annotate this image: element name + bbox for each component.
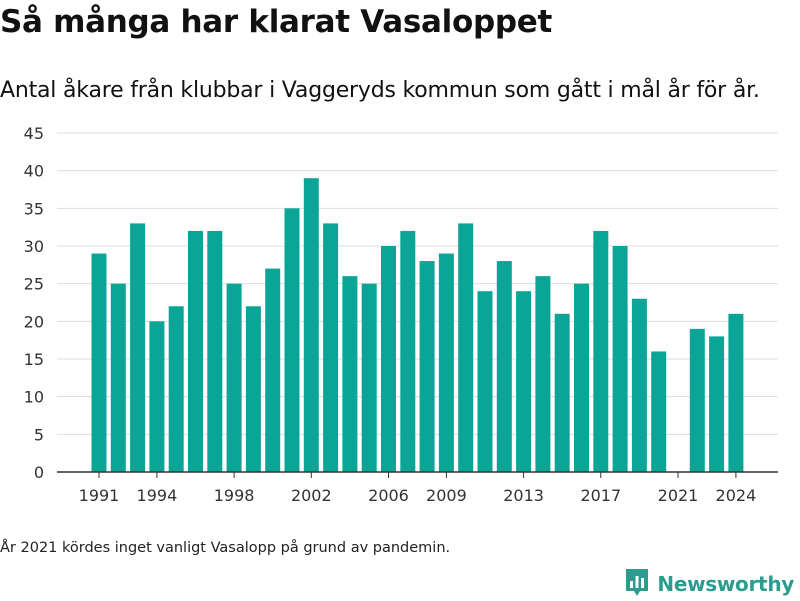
bar-2015 — [554, 313, 570, 472]
bar-2020 — [651, 351, 667, 472]
bar-2010 — [458, 223, 474, 472]
x-tick-label: 2021 — [658, 486, 699, 505]
chart-title: Så många har klarat Vasaloppet — [0, 4, 553, 40]
brand-name: Newsworthy — [657, 572, 794, 596]
bar-2022 — [689, 328, 705, 472]
x-tick-label: 1991 — [79, 486, 120, 505]
gridlines — [57, 132, 778, 435]
bar-1998 — [226, 283, 242, 472]
bar-2013 — [516, 291, 532, 472]
x-axis-ticks: 1991 1994 1998 2002 2006 2009 2013 2017 2021 2024 — [79, 472, 757, 505]
bar-2017 — [593, 230, 609, 472]
bar-1995 — [168, 306, 184, 472]
bar-1999 — [245, 306, 261, 472]
bar-2006 — [381, 246, 396, 472]
bar-2004 — [342, 276, 358, 472]
bar-2014 — [535, 276, 551, 472]
y-axis-ticks: 0 5 10 15 20 25 30 35 40 45 — [24, 124, 44, 482]
bar-chart-icon — [624, 567, 650, 601]
x-tick-label: 1994 — [137, 486, 178, 505]
bar-2008 — [419, 261, 435, 472]
y-tick-label: 35 — [24, 199, 44, 218]
brand-logo: Newsworthy — [624, 568, 794, 600]
bar-1996 — [188, 230, 203, 472]
x-tick-label: 1998 — [214, 486, 255, 505]
bar-1994 — [149, 321, 165, 472]
x-tick-label: 2009 — [426, 486, 467, 505]
chart-subtitle: Antal åkare från klubbar i Vaggeryds kom… — [0, 78, 760, 103]
bar-1993 — [130, 223, 146, 472]
bar-2007 — [400, 230, 416, 472]
bar-1997 — [207, 230, 223, 472]
y-tick-label: 40 — [24, 162, 44, 181]
bar-1992 — [110, 283, 126, 472]
x-tick-label: 2017 — [580, 486, 621, 505]
y-tick-label: 20 — [24, 312, 44, 331]
x-tick-label: 2013 — [503, 486, 544, 505]
y-tick-label: 10 — [24, 388, 44, 407]
bar-2002 — [303, 178, 319, 472]
x-tick-label: 2002 — [291, 486, 332, 505]
footnote: År 2021 kördes inget vanligt Vasalopp på… — [0, 540, 451, 556]
x-tick-label: 2006 — [368, 486, 409, 505]
y-tick-label: 0 — [34, 463, 44, 482]
bar-2019 — [631, 298, 647, 472]
bar-2000 — [265, 268, 281, 472]
x-tick-label: 2024 — [716, 486, 757, 505]
bar-2001 — [284, 208, 300, 473]
bar-2009 — [438, 253, 454, 472]
y-tick-label: 25 — [24, 275, 44, 294]
y-tick-label: 15 — [24, 350, 44, 369]
y-tick-label: 5 — [34, 425, 44, 444]
bar-2005 — [361, 283, 377, 472]
bar-2012 — [496, 261, 512, 472]
bar-1991 — [91, 253, 107, 472]
bar-2011 — [477, 291, 493, 472]
y-tick-label: 45 — [24, 124, 44, 143]
y-tick-label: 30 — [24, 237, 44, 256]
bar-2016 — [574, 283, 589, 472]
bar-2003 — [323, 223, 339, 472]
bar-2024 — [728, 313, 744, 472]
bar-2018 — [612, 246, 628, 472]
bar-2023 — [709, 336, 725, 472]
bars — [91, 178, 744, 473]
